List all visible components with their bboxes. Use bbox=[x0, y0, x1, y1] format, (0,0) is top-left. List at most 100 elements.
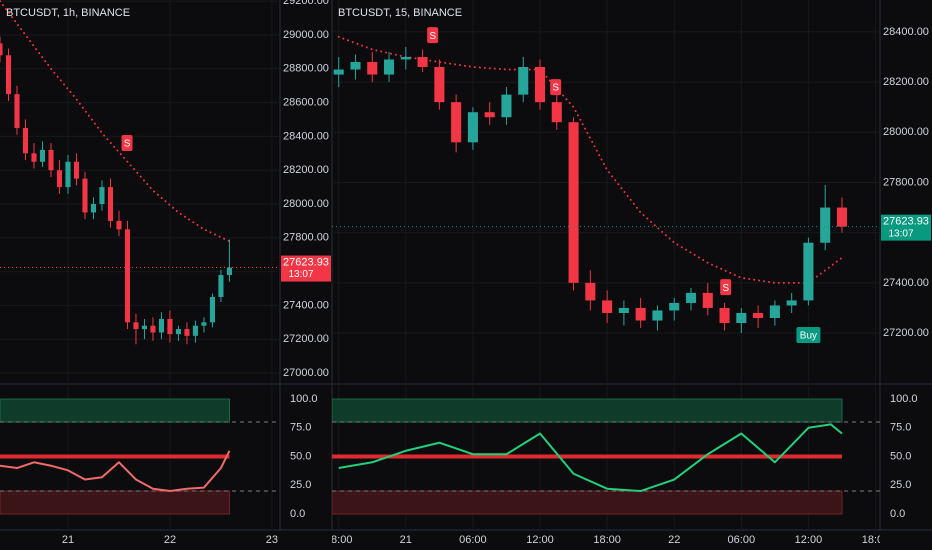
candle-body bbox=[803, 242, 814, 301]
signal-label: Buy bbox=[800, 331, 817, 342]
candle-body bbox=[333, 69, 344, 75]
candle-body bbox=[467, 112, 478, 143]
x-tick-label: 21 bbox=[62, 534, 74, 546]
candle-body bbox=[769, 305, 780, 318]
x-tick-label: 12:00 bbox=[795, 534, 823, 546]
candle-body bbox=[451, 102, 462, 143]
chart-title: BTCUSDT, 15, BINANCE bbox=[338, 7, 462, 19]
signal-marker bbox=[427, 27, 439, 44]
osc-tick-label: 50.0 bbox=[890, 450, 911, 462]
signal-marker bbox=[550, 79, 562, 96]
y-tick-label: 28000.00 bbox=[283, 198, 329, 210]
candle-body bbox=[384, 59, 395, 75]
candle-body bbox=[786, 300, 797, 306]
candle-body bbox=[31, 153, 37, 162]
last-price-box bbox=[881, 214, 931, 241]
x-tick-label: 06:00 bbox=[728, 534, 756, 546]
candle-body bbox=[434, 67, 445, 103]
last-price-label: 27623.93 bbox=[883, 216, 929, 228]
x-tick-label: 18:00 bbox=[325, 534, 353, 546]
candle-body bbox=[48, 149, 54, 171]
candle-body bbox=[719, 307, 730, 324]
x-tick-label: 23 bbox=[266, 534, 278, 546]
candle-body bbox=[90, 204, 97, 213]
y-tick-label: 29200.00 bbox=[283, 0, 329, 7]
candle-body bbox=[192, 325, 198, 336]
candle-body bbox=[702, 292, 713, 308]
signal-label: S bbox=[722, 283, 729, 294]
candle-body bbox=[124, 229, 131, 323]
osc-tick-label: 0.0 bbox=[890, 508, 905, 520]
candle-body bbox=[685, 292, 697, 303]
x-tick-label: 22 bbox=[164, 534, 176, 546]
candle-body bbox=[175, 329, 182, 335]
candle-body bbox=[209, 296, 215, 323]
x-tick-label: 22 bbox=[668, 534, 680, 546]
signal-marker bbox=[121, 134, 133, 151]
signal-marker bbox=[720, 279, 732, 296]
candle-body bbox=[753, 312, 764, 318]
candle-body bbox=[534, 67, 546, 103]
y-tick-label: 28400.00 bbox=[883, 26, 929, 38]
candle-body bbox=[0, 43, 3, 56]
oscillator-line bbox=[338, 423, 843, 493]
candle-body bbox=[652, 310, 663, 321]
lower-band bbox=[0, 490, 230, 515]
y-tick-label: 29000.00 bbox=[283, 29, 329, 41]
candle-body bbox=[14, 94, 20, 128]
signal-label: S bbox=[124, 139, 131, 150]
oscillator-line bbox=[0, 450, 231, 493]
y-tick-label: 27400.00 bbox=[283, 299, 329, 311]
x-tick-label: 18:00 bbox=[593, 534, 621, 546]
candle-body bbox=[551, 102, 562, 123]
candle-body bbox=[585, 282, 596, 301]
candle-body bbox=[518, 67, 529, 95]
candle-body bbox=[39, 149, 46, 162]
last-price-label: 27623.93 bbox=[283, 256, 329, 268]
y-tick-label: 27800.00 bbox=[283, 232, 329, 244]
signal-label: S bbox=[552, 83, 559, 94]
axes: 27000.0027200.0027400.0027600.0027800.00… bbox=[281, 0, 931, 520]
candle-body bbox=[158, 318, 165, 333]
chart-title: BTCUSDT, 1h, BINANCE bbox=[6, 7, 130, 19]
candle-body bbox=[65, 161, 71, 188]
candle-body bbox=[400, 56, 411, 60]
y-tick-label: 28200.00 bbox=[283, 164, 329, 176]
x-tick-label: 12:00 bbox=[526, 534, 554, 546]
candle-body bbox=[116, 220, 122, 230]
signal-label: S bbox=[429, 31, 436, 42]
candle-body bbox=[107, 187, 114, 221]
candle-body bbox=[417, 56, 428, 68]
candle-body bbox=[5, 55, 12, 95]
y-tick-label: 28000.00 bbox=[883, 126, 929, 138]
upper-band bbox=[0, 398, 230, 423]
upper-band bbox=[332, 398, 843, 423]
candle-body bbox=[820, 207, 831, 243]
osc-tick-label: 100.0 bbox=[890, 393, 918, 405]
countdown-label: 13:07 bbox=[888, 228, 913, 239]
candle-body bbox=[184, 329, 190, 336]
candle-body bbox=[141, 325, 148, 330]
candle-body bbox=[133, 322, 139, 330]
left-chart: 21 22 23 BTCUSDT, 1h, BINANCE S bbox=[0, 0, 280, 546]
y-tick-label: 27200.00 bbox=[883, 327, 929, 339]
trailing-stop-line bbox=[0, 0, 231, 243]
osc-tick-label: 25.0 bbox=[890, 479, 911, 491]
candle-body bbox=[568, 122, 579, 283]
y-tick-label: 27000.00 bbox=[283, 367, 329, 379]
candle-body bbox=[56, 170, 63, 188]
osc-tick-label: 75.0 bbox=[290, 422, 311, 434]
osc-tick-label: 50.0 bbox=[290, 450, 311, 462]
trailing-stop-line bbox=[337, 35, 843, 284]
right-chart: 18:00 21 06:00 12:00 18:00 22 06:00 12:00 18:00 B… bbox=[325, 0, 880, 546]
osc-tick-label: 25.0 bbox=[290, 479, 311, 491]
y-tick-label: 28400.00 bbox=[283, 130, 329, 142]
candle-body bbox=[99, 187, 105, 205]
candle-body bbox=[484, 112, 495, 118]
candle-body bbox=[73, 161, 80, 179]
candle-body bbox=[618, 307, 629, 313]
candle-body bbox=[836, 207, 848, 227]
candle-body bbox=[736, 312, 747, 324]
lower-band bbox=[332, 490, 843, 515]
